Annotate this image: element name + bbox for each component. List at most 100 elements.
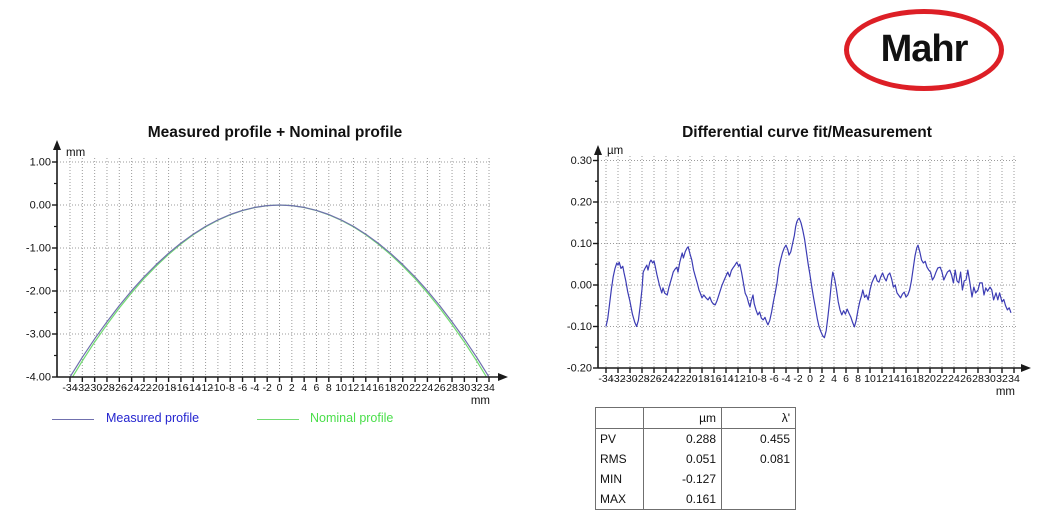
svg-text:-34: -34 [62,382,77,394]
left-chart-title: Measured profile + Nominal profile [147,124,403,141]
svg-text:28: 28 [446,382,458,394]
svg-text:-6: -6 [238,382,247,394]
svg-text:-2: -2 [793,373,802,385]
svg-text:26: 26 [960,373,972,385]
nominal-profile-legend-label: Nominal profile [310,411,394,425]
svg-text:-28: -28 [634,373,649,385]
stat-label: RMS [600,452,627,466]
svg-text:1.00: 1.00 [30,157,51,169]
svg-text:-32: -32 [610,373,625,385]
svg-text:mm: mm [66,147,85,159]
svg-text:34: 34 [1008,373,1020,385]
svg-text:18: 18 [385,382,397,394]
svg-text:-12: -12 [730,373,745,385]
svg-text:-12: -12 [198,382,213,394]
svg-text:-26: -26 [646,373,661,385]
svg-text:6: 6 [314,382,320,394]
svg-text:24: 24 [422,382,434,394]
svg-text:4: 4 [301,382,307,394]
svg-text:30: 30 [984,373,996,385]
table-row: MIN -0.127 [596,469,796,489]
table-row: MAX 0.161 [596,489,796,510]
svg-text:26: 26 [434,382,446,394]
svg-text:-16: -16 [173,382,188,394]
svg-text:-20: -20 [682,373,697,385]
svg-text:0: 0 [807,373,813,385]
svg-text:-24: -24 [658,373,673,385]
stat-lambda-value [721,469,796,489]
svg-text:-8: -8 [226,382,235,394]
svg-text:-10: -10 [742,373,757,385]
svg-text:-6: -6 [769,373,778,385]
svg-text:-4: -4 [250,382,259,394]
svg-text:0: 0 [277,382,283,394]
svg-text:mm: mm [471,395,490,407]
stat-label: PV [600,432,617,446]
svg-text:-18: -18 [694,373,709,385]
svg-text:22: 22 [936,373,948,385]
stat-lambda-value [721,489,796,510]
svg-text:-2.00: -2.00 [26,286,51,298]
stat-lambda-value: 0.081 [721,449,796,469]
svg-text:-0.20: -0.20 [567,363,592,375]
svg-text:10: 10 [335,382,347,394]
stat-label: MAX [600,492,627,506]
stat-label: MIN [600,472,622,486]
svg-text:32: 32 [996,373,1008,385]
svg-text:-8: -8 [757,373,766,385]
svg-text:0.20: 0.20 [571,197,592,209]
stat-lambda-value: 0.455 [721,428,796,449]
stats-header-um: µm [643,407,722,429]
svg-text:-34: -34 [598,373,613,385]
stats-header-lambda: λ' [721,407,796,429]
svg-text:22: 22 [409,382,421,394]
svg-text:8: 8 [326,382,332,394]
svg-text:14: 14 [888,373,900,385]
svg-text:16: 16 [372,382,384,394]
svg-text:18: 18 [912,373,924,385]
svg-text:10: 10 [864,373,876,385]
svg-text:-1.00: -1.00 [26,243,51,255]
mahr-logo: Mahr [844,9,1004,91]
table-row: PV 0.288 0.455 [596,428,796,449]
svg-text:2: 2 [289,382,295,394]
svg-text:µm: µm [607,145,623,157]
stat-um-value: -0.127 [643,469,722,489]
stat-um-value: 0.051 [643,449,722,469]
svg-text:30: 30 [459,382,471,394]
svg-text:-22: -22 [670,373,685,385]
svg-text:0.10: 0.10 [571,238,592,250]
svg-text:-4.00: -4.00 [26,372,51,384]
svg-text:-14: -14 [718,373,733,385]
measured-profile-legend-line [52,419,94,420]
svg-text:0.30: 0.30 [571,155,592,167]
svg-text:-2: -2 [263,382,272,394]
svg-text:-20: -20 [149,382,164,394]
table-row: RMS 0.051 0.081 [596,449,796,469]
svg-text:8: 8 [855,373,861,385]
svg-text:12: 12 [876,373,888,385]
svg-text:-24: -24 [124,382,139,394]
svg-text:-30: -30 [87,382,102,394]
stat-um-value: 0.288 [643,428,722,449]
svg-text:0.00: 0.00 [571,280,592,292]
svg-text:-22: -22 [136,382,151,394]
svg-text:-10: -10 [210,382,225,394]
svg-text:-26: -26 [112,382,127,394]
svg-text:-0.10: -0.10 [567,321,592,333]
svg-text:-32: -32 [75,382,90,394]
svg-text:34: 34 [483,382,495,394]
statistics-table: µm λ' PV 0.288 0.455 RMS 0.051 0.081 MIN… [595,407,796,510]
svg-text:-14: -14 [186,382,201,394]
svg-text:4: 4 [831,373,837,385]
svg-text:28: 28 [972,373,984,385]
svg-text:-28: -28 [99,382,114,394]
svg-text:mm: mm [996,386,1015,398]
svg-text:32: 32 [471,382,483,394]
svg-text:14: 14 [360,382,372,394]
svg-text:2: 2 [819,373,825,385]
svg-text:16: 16 [900,373,912,385]
svg-text:24: 24 [948,373,960,385]
